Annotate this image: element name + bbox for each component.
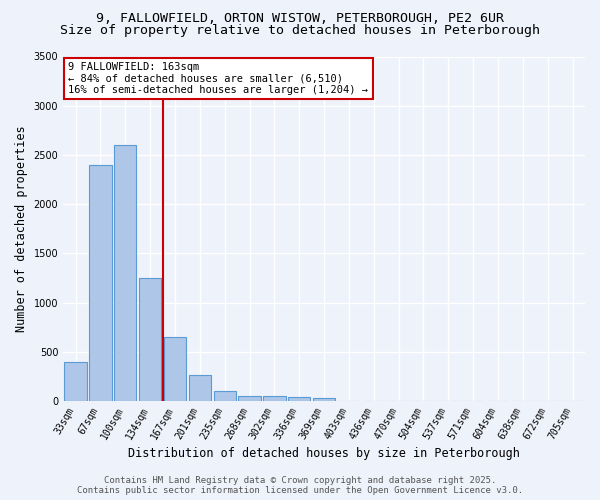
Bar: [139, 278, 161, 401]
Bar: [214, 391, 236, 401]
Bar: [313, 398, 335, 401]
Text: 9 FALLOWFIELD: 163sqm
← 84% of detached houses are smaller (6,510)
16% of semi-d: 9 FALLOWFIELD: 163sqm ← 84% of detached …: [68, 62, 368, 95]
Bar: [114, 145, 136, 401]
Text: 9, FALLOWFIELD, ORTON WISTOW, PETERBOROUGH, PE2 6UR: 9, FALLOWFIELD, ORTON WISTOW, PETERBOROU…: [96, 12, 504, 26]
Bar: [64, 362, 87, 401]
Bar: [188, 376, 211, 401]
Bar: [238, 396, 261, 401]
Text: Size of property relative to detached houses in Peterborough: Size of property relative to detached ho…: [60, 24, 540, 37]
Bar: [164, 337, 186, 401]
Bar: [89, 165, 112, 401]
Bar: [288, 397, 310, 401]
Text: Contains HM Land Registry data © Crown copyright and database right 2025.
Contai: Contains HM Land Registry data © Crown c…: [77, 476, 523, 495]
Bar: [263, 396, 286, 401]
Y-axis label: Number of detached properties: Number of detached properties: [15, 126, 28, 332]
X-axis label: Distribution of detached houses by size in Peterborough: Distribution of detached houses by size …: [128, 447, 520, 460]
